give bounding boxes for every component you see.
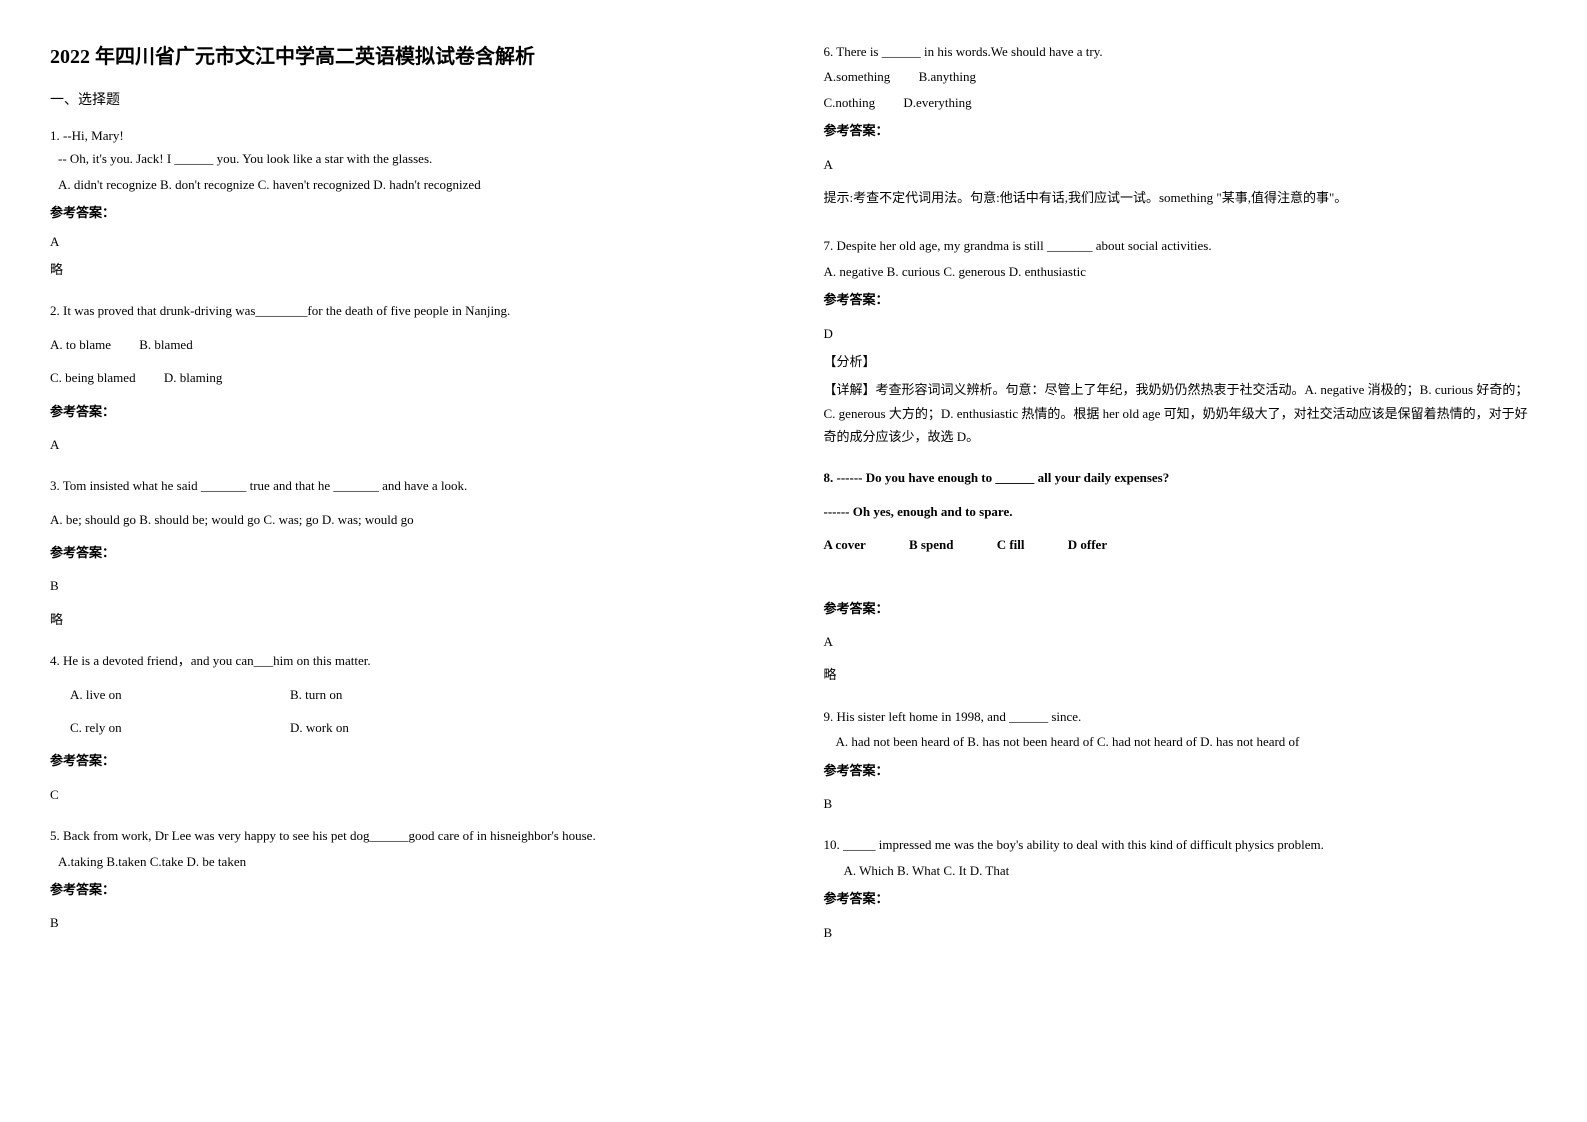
q2-answer-label: 参考答案： [50,400,764,423]
q4-optD: D. work on [290,716,349,739]
q7-analysis-label: 【分析】 [824,350,1538,373]
document-title: 2022 年四川省广元市文江中学高二英语模拟试卷含解析 [50,40,764,69]
q1-options: A. didn't recognize B. don't recognize C… [58,173,764,196]
q8-optA: A cover [824,533,866,556]
q7-explanation: 【详解】考查形容词词义辨析。句意：尽管上了年纪，我奶奶仍然热衷于社交活动。A. … [824,378,1538,448]
q6-answer: A [824,153,1538,176]
q6-text: 6. There is ______ in his words.We shoul… [824,40,1538,63]
q1-skip: 略 [50,258,764,281]
q7-options: A. negative B. curious C. generous D. en… [824,260,1538,283]
q8-optB: B spend [909,533,953,556]
question-2: 2. It was proved that drunk-driving was_… [50,299,764,456]
page-container: 2022 年四川省广元市文江中学高二英语模拟试卷含解析 一、选择题 1. --H… [50,40,1537,962]
question-6: 6. There is ______ in his words.We shoul… [824,40,1538,209]
q2-optA: A. to blame [50,333,111,356]
q7-text: 7. Despite her old age, my grandma is st… [824,234,1538,257]
question-7: 7. Despite her old age, my grandma is st… [824,234,1538,448]
question-4: 4. He is a devoted friend，and you can___… [50,649,764,806]
q3-answer-label: 参考答案： [50,541,764,564]
question-5: 5. Back from work, Dr Lee was very happy… [50,824,764,935]
q1-line2: -- Oh, it's you. Jack! I ______ you. You… [58,147,764,170]
q4-text: 4. He is a devoted friend，and you can___… [50,649,764,672]
q8-text2: ------ Oh yes, enough and to spare. [824,500,1538,523]
q10-answer: B [824,921,1538,944]
q10-text: 10. _____ impressed me was the boy's abi… [824,833,1538,856]
q2-optC: C. being blamed [50,366,136,389]
q2-optD: D. blaming [164,366,223,389]
question-3: 3. Tom insisted what he said _______ tru… [50,474,764,631]
q10-answer-label: 参考答案： [824,887,1538,910]
q5-answer-label: 参考答案： [50,878,764,901]
q2-text: 2. It was proved that drunk-driving was_… [50,299,764,322]
q5-options: A.taking B.taken C.take D. be taken [58,850,764,873]
left-column: 2022 年四川省广元市文江中学高二英语模拟试卷含解析 一、选择题 1. --H… [50,40,764,962]
q3-text: 3. Tom insisted what he said _______ tru… [50,474,764,497]
q6-answer-label: 参考答案： [824,119,1538,142]
q3-answer: B [50,574,764,597]
q9-answer: B [824,792,1538,815]
q9-text: 9. His sister left home in 1998, and ___… [824,705,1538,728]
q9-options: A. had not been heard of B. has not been… [836,730,1538,753]
q1-line1: 1. --Hi, Mary! [50,124,764,147]
q6-explanation: 提示:考查不定代词用法。句意:他话中有话,我们应试一试。something "某… [824,186,1538,209]
q8-skip: 略 [824,663,1538,686]
q1-answer: A [50,230,764,253]
q7-answer-label: 参考答案： [824,288,1538,311]
right-column: 6. There is ______ in his words.We shoul… [824,40,1538,962]
q7-answer: D [824,322,1538,345]
q4-optC: C. rely on [70,716,290,739]
q4-answer: C [50,783,764,806]
q5-text: 5. Back from work, Dr Lee was very happy… [50,824,764,847]
q8-optC: C fill [997,533,1025,556]
section-header: 一、选择题 [50,89,764,109]
q1-answer-label: 参考答案： [50,201,764,224]
q8-answer-label: 参考答案： [824,597,1538,620]
q5-answer: B [50,911,764,934]
q6-optA: A.something [824,65,891,88]
q2-optB: B. blamed [139,333,192,356]
q3-skip: 略 [50,608,764,631]
question-10: 10. _____ impressed me was the boy's abi… [824,833,1538,944]
q6-optC: C.nothing [824,91,876,114]
question-9: 9. His sister left home in 1998, and ___… [824,705,1538,816]
q8-text: 8. ------ Do you have enough to ______ a… [824,466,1538,489]
q2-answer: A [50,433,764,456]
q8-answer: A [824,630,1538,653]
q8-optD: D offer [1068,533,1107,556]
q10-options: A. Which B. What C. It D. That [844,859,1538,882]
q4-optB: B. turn on [290,683,342,706]
question-1: 1. --Hi, Mary! -- Oh, it's you. Jack! I … [50,124,764,281]
q9-answer-label: 参考答案： [824,759,1538,782]
q4-optA: A. live on [70,683,290,706]
q6-optB: B.anything [919,65,976,88]
q4-answer-label: 参考答案： [50,749,764,772]
question-8: 8. ------ Do you have enough to ______ a… [824,466,1538,686]
q3-options: A. be; should go B. should be; would go … [50,508,764,531]
q6-optD: D.everything [903,91,971,114]
